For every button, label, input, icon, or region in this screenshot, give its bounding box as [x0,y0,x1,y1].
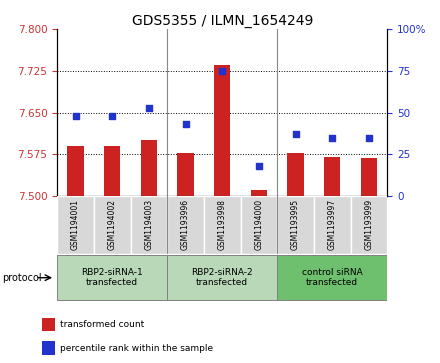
Text: percentile rank within the sample: percentile rank within the sample [60,343,213,352]
Bar [177,152,194,196]
Bar [67,146,84,196]
Bar [214,65,231,196]
Bar [204,196,241,254]
Text: GSM1193997: GSM1193997 [328,199,337,250]
Bar [361,158,377,196]
Bar [241,196,277,254]
Point [329,135,336,140]
Text: GSM1194003: GSM1194003 [144,199,154,250]
Bar [287,152,304,196]
Bar [104,146,121,196]
Bar [277,196,314,254]
Text: GSM1194001: GSM1194001 [71,199,80,250]
Text: RBP2-siRNA-2
transfected: RBP2-siRNA-2 transfected [191,268,253,287]
Text: GSM1193995: GSM1193995 [291,199,300,250]
Text: GSM1194000: GSM1194000 [254,199,264,250]
Text: RBP2-siRNA-1
transfected: RBP2-siRNA-1 transfected [81,268,143,287]
Bar [42,342,55,355]
Text: GSM1194002: GSM1194002 [108,199,117,250]
Title: GDS5355 / ILMN_1654249: GDS5355 / ILMN_1654249 [132,14,313,28]
Bar [42,318,55,331]
Text: GSM1193996: GSM1193996 [181,199,190,250]
Point [255,163,262,169]
Bar [57,196,94,254]
Text: GSM1193999: GSM1193999 [364,199,374,250]
Text: transformed count: transformed count [60,320,144,329]
Point [145,105,152,110]
Point [219,68,226,74]
Point [72,113,79,119]
Bar [141,140,157,196]
Bar [351,196,387,254]
Point [292,131,299,137]
Bar [251,191,267,196]
Bar [314,196,351,254]
Bar [167,196,204,254]
Point [365,135,372,140]
Text: control siRNA
transfected: control siRNA transfected [302,268,363,287]
Text: GSM1193998: GSM1193998 [218,199,227,250]
Bar [94,196,131,254]
Point [182,121,189,127]
Bar [57,255,167,300]
Bar [277,255,387,300]
Text: protocol: protocol [2,273,42,283]
Point [109,113,116,119]
Bar [131,196,167,254]
Bar [324,157,341,196]
Bar [167,255,277,300]
